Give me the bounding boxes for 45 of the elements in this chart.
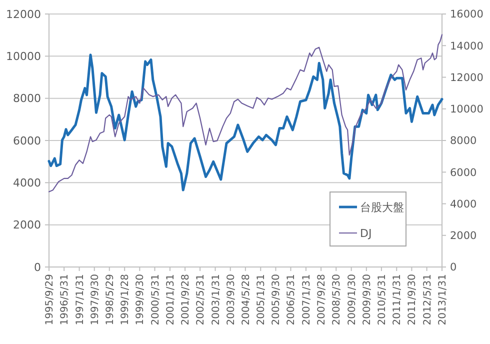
legend-label: DJ bbox=[360, 226, 372, 240]
x-tick-label: 2002/5/31 bbox=[196, 274, 207, 326]
y2-tick-label: 10000 bbox=[450, 104, 484, 116]
x-tick-label: 1999/1/28 bbox=[120, 274, 132, 326]
y-tick-label: 4000 bbox=[13, 176, 41, 190]
legend-label: 台股大盤 bbox=[360, 200, 404, 214]
y-tick-label: 2000 bbox=[13, 218, 41, 232]
x-tick-label: 2005/1/31 bbox=[256, 274, 268, 326]
x-tick-label: 2006/5/31 bbox=[286, 274, 298, 326]
x-tick-label: 1999/9/30 bbox=[135, 274, 146, 326]
x-tick-label: 2013/1/31 bbox=[438, 274, 448, 326]
x-tick-label: 1997/1/31 bbox=[74, 274, 86, 326]
x-tick-label: 1996/5/31 bbox=[60, 274, 71, 326]
y2-tick-label: 2000 bbox=[450, 230, 477, 242]
x-tick-label: 2003/1/31 bbox=[210, 274, 222, 326]
x-tick-label: 2001/9/28 bbox=[180, 274, 192, 326]
x-tick-label: 1997/9/30 bbox=[90, 274, 101, 326]
y2-tick-label: 16000 bbox=[450, 8, 484, 21]
x-tick-label: 2009/9/30 bbox=[362, 274, 373, 326]
y2-tick-label: 0 bbox=[450, 262, 457, 274]
x-tick-label: 2005/9/30 bbox=[271, 274, 282, 326]
x-tick-label: 2008/5/30 bbox=[332, 274, 343, 326]
x-tick-label: 2000/5/31 bbox=[150, 274, 162, 326]
y-tick-label: 12000 bbox=[6, 8, 41, 21]
y2-tick-label: 6000 bbox=[450, 166, 477, 179]
y2-tick-label: 8000 bbox=[450, 135, 477, 148]
x-tick-label: 2010/5/31 bbox=[376, 274, 388, 326]
x-tick-label: 2004/5/28 bbox=[240, 274, 252, 326]
x-tick-label: 2009/1/30 bbox=[346, 274, 358, 326]
x-tick-label: 2007/1/31 bbox=[301, 274, 312, 326]
y2-tick-label: 12000 bbox=[450, 72, 484, 84]
x-tick-label: 1995/9/29 bbox=[44, 274, 56, 326]
y2-tick-label: 4000 bbox=[450, 198, 477, 210]
y-tick-label: 8000 bbox=[13, 92, 41, 106]
y2-tick-label: 14000 bbox=[450, 40, 484, 52]
y-tick-label: 0 bbox=[34, 260, 41, 274]
x-tick-label: 2007/9/28 bbox=[316, 274, 328, 326]
y-tick-label: 6000 bbox=[13, 134, 41, 148]
x-tick-label: 2011/1/31 bbox=[392, 274, 404, 326]
x-tick-label: 1998/5/29 bbox=[104, 274, 116, 326]
x-tick-label: 2012/5/31 bbox=[422, 274, 434, 326]
x-tick-label: 2003/9/30 bbox=[226, 274, 237, 326]
x-tick-label: 2011/9/30 bbox=[407, 274, 418, 326]
x-tick-label: 2001/1/31 bbox=[165, 274, 176, 326]
y-tick-label: 10000 bbox=[6, 50, 41, 64]
